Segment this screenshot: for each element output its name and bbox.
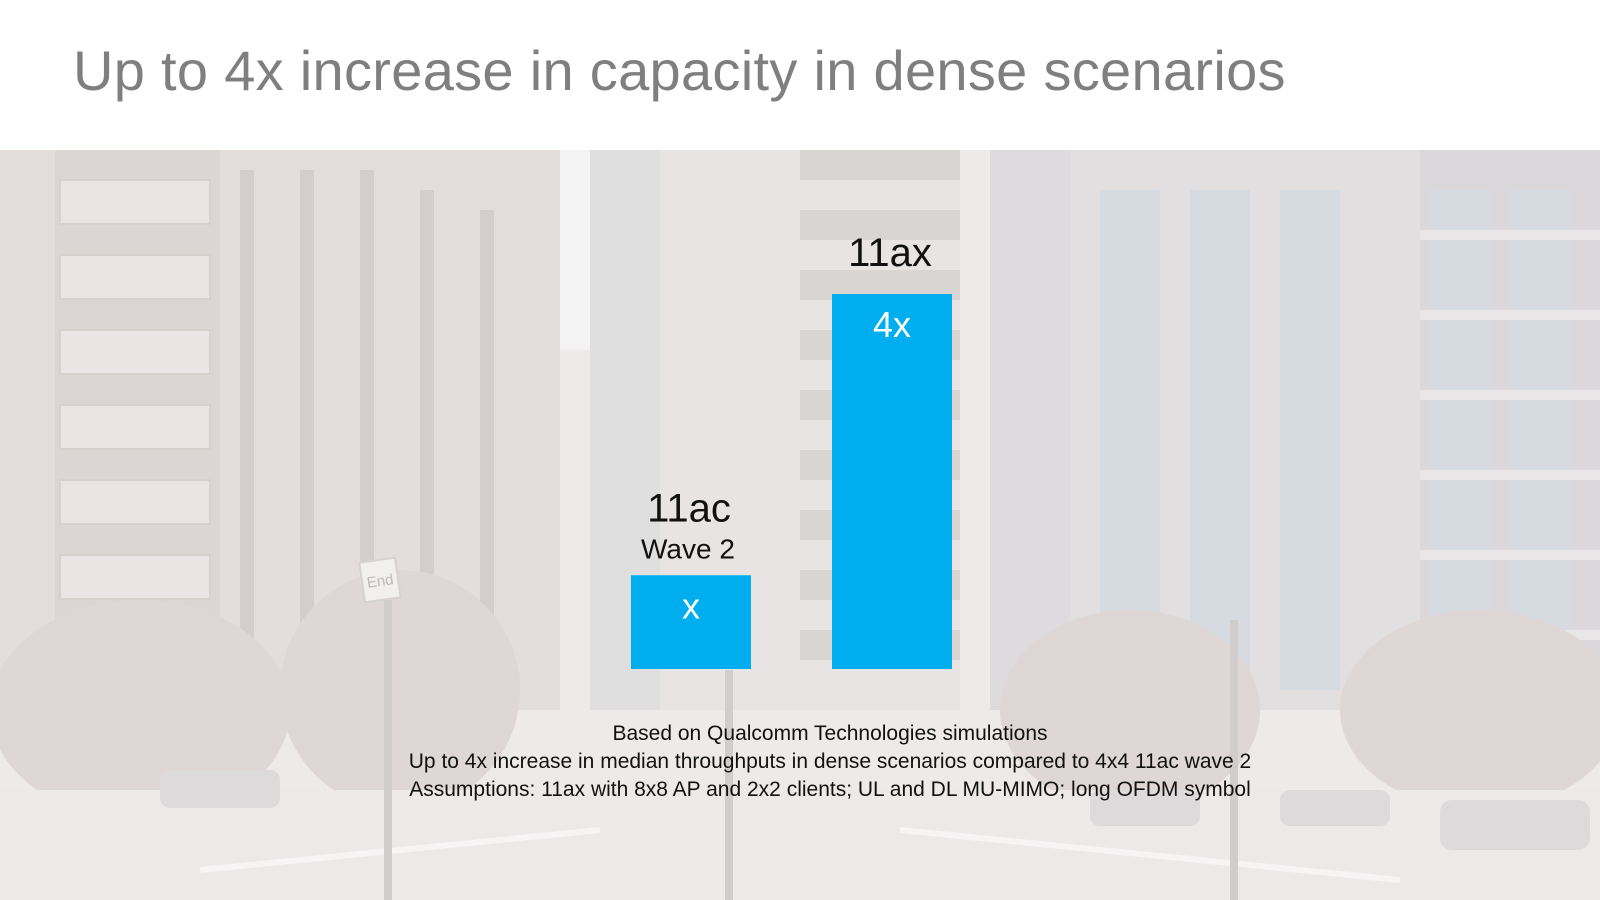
footnote-line: Up to 4x increase in median throughputs … (408, 750, 1252, 773)
trees (0, 570, 1600, 820)
city-background-image: End (0, 150, 1600, 900)
street-markings (199, 827, 1401, 883)
bar-data-label: x (682, 585, 700, 626)
footnotes: Based on Qualcomm Technologies simulatio… (0, 720, 1600, 804)
bar-11ax (832, 294, 952, 669)
category-label: 11ax (848, 231, 932, 275)
footnote-line: Based on Qualcomm Technologies simulatio… (612, 722, 1048, 745)
slide-title: Up to 4x increase in capacity in dense s… (73, 39, 1286, 102)
category-label: 11ac (647, 486, 731, 530)
bar-11ac (631, 575, 751, 669)
end-road-sign: End (358, 556, 402, 604)
cars (160, 770, 1590, 850)
footnote-line: Assumptions: 11ax with 8x8 AP and 2x2 cl… (409, 778, 1251, 801)
bar-data-label: 4x (873, 304, 911, 345)
svg-text:End: End (366, 571, 395, 592)
category-sublabel: Wave 2 (641, 533, 735, 564)
